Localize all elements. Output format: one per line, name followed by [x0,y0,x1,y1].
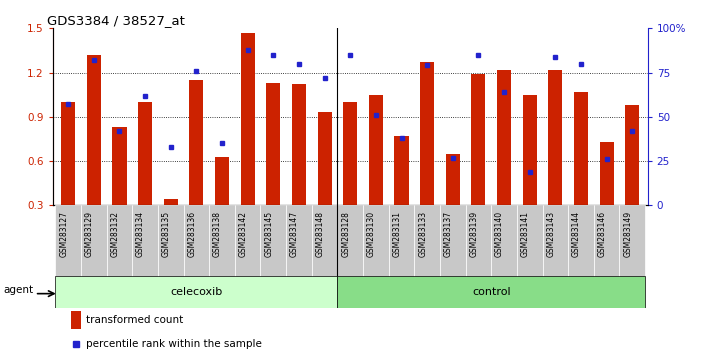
Bar [61,102,75,205]
Text: GSM283134: GSM283134 [136,211,145,257]
Bar [113,127,127,205]
Bar [215,156,229,205]
Bar [568,205,594,280]
Bar [465,205,491,280]
Text: agent: agent [3,285,33,296]
Bar [522,95,536,205]
Bar [369,95,383,205]
Bar [56,205,81,280]
Bar [209,205,235,280]
Bar [491,205,517,280]
Bar [56,276,337,308]
Text: GSM283145: GSM283145 [264,211,273,257]
Text: GSM283148: GSM283148 [315,211,325,257]
Bar [594,205,620,280]
Bar [235,205,260,280]
Text: GSM283143: GSM283143 [546,211,555,257]
Bar [600,142,614,205]
Text: transformed count: transformed count [86,315,183,325]
Bar [337,205,363,280]
Bar [420,62,434,205]
Text: GSM283128: GSM283128 [341,211,350,257]
Text: GSM283137: GSM283137 [444,211,453,257]
Bar [543,205,568,280]
Bar [548,70,562,205]
Bar [363,205,389,280]
Bar [106,205,132,280]
Bar [266,83,280,205]
Bar [343,102,358,205]
Bar [517,205,543,280]
Bar [415,205,440,280]
Text: GDS3384 / 38527_at: GDS3384 / 38527_at [47,14,184,27]
Bar [286,205,312,280]
Text: GSM283147: GSM283147 [290,211,299,257]
Text: GSM283141: GSM283141 [521,211,529,257]
Bar [446,154,460,205]
Bar [312,205,337,280]
Bar [472,74,486,205]
Bar [87,55,101,205]
Text: GSM283142: GSM283142 [239,211,248,257]
Bar [574,92,588,205]
Bar [132,205,158,280]
Text: GSM283130: GSM283130 [367,211,376,257]
Text: GSM283140: GSM283140 [495,211,504,257]
Bar [497,70,511,205]
Text: GSM283149: GSM283149 [623,211,632,257]
Text: control: control [472,287,510,297]
Text: GSM283132: GSM283132 [111,211,120,257]
Bar [81,205,106,280]
Text: GSM283133: GSM283133 [418,211,427,257]
Bar [625,105,639,205]
Text: celecoxib: celecoxib [170,287,222,297]
Bar [158,205,184,280]
Text: GSM283136: GSM283136 [187,211,196,257]
Bar [138,102,152,205]
Bar [260,205,286,280]
Bar [241,33,255,205]
Bar [620,205,645,280]
Text: percentile rank within the sample: percentile rank within the sample [86,339,262,349]
Bar [292,84,306,205]
Bar [389,205,415,280]
Bar [189,80,203,205]
Text: GSM283131: GSM283131 [393,211,401,257]
Bar [70,311,82,329]
Bar [394,136,408,205]
Text: GSM283129: GSM283129 [84,211,94,257]
Text: GSM283139: GSM283139 [470,211,479,257]
Text: GSM283127: GSM283127 [59,211,68,257]
Text: GSM283146: GSM283146 [598,211,607,257]
Text: GSM283135: GSM283135 [162,211,171,257]
Text: GSM283144: GSM283144 [572,211,581,257]
Bar [337,276,645,308]
Bar [318,113,332,205]
Bar [164,199,178,205]
Text: GSM283138: GSM283138 [213,211,222,257]
Bar [184,205,209,280]
Bar [440,205,465,280]
